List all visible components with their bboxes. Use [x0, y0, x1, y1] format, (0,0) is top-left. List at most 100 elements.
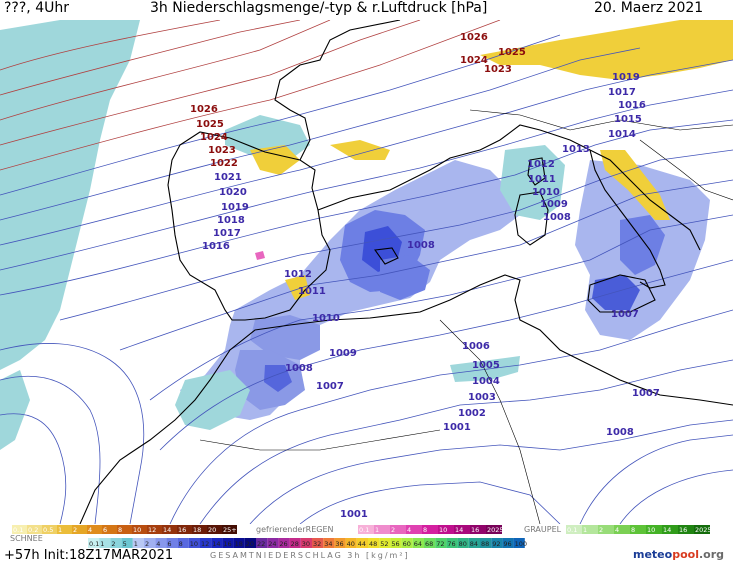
legend-swatch	[102, 525, 117, 534]
legend-value: 36	[335, 540, 343, 548]
legend-value: 26	[279, 540, 287, 548]
snow-area-pyrenees	[250, 145, 300, 175]
pressure-label: 1011	[298, 286, 326, 297]
legend-swatch	[646, 525, 662, 534]
legend-value: 8	[423, 526, 427, 534]
legend-value: 2	[73, 526, 77, 534]
pressure-label: 1013	[562, 144, 590, 155]
legend-value: 22	[257, 540, 265, 548]
legend-swatch	[435, 538, 447, 548]
precip-area-atlantic-2	[0, 370, 30, 450]
legend-swatch	[390, 538, 402, 548]
legend-value: 8	[179, 540, 183, 548]
pressure-label: 1019	[612, 72, 640, 83]
legend-swatch	[188, 538, 200, 548]
legend-value: 2025+	[487, 526, 509, 534]
legend-swatch	[211, 538, 223, 548]
coast-north-africa	[79, 274, 733, 524]
pressure-label: 1004	[472, 376, 500, 387]
legend-value: 24	[268, 540, 276, 548]
pressure-label: 1015	[614, 114, 642, 125]
pressure-label: 1017	[608, 87, 636, 98]
legend-swatch	[480, 538, 492, 548]
isobar-line	[0, 20, 421, 146]
legend-value: 5	[123, 540, 127, 548]
legend-value: 2	[145, 540, 149, 548]
isobar-line	[169, 309, 733, 524]
pressure-labels: 1026102510241023102210211020101910181017…	[190, 32, 660, 520]
legend-value: 4	[88, 526, 92, 534]
legend-value: 8	[631, 526, 635, 534]
legend-swatch	[99, 538, 111, 548]
pressure-label: 1001	[340, 509, 368, 520]
precip-area-atlas	[175, 370, 250, 430]
legend-value: 10	[190, 540, 198, 548]
legend-value: 2	[599, 526, 603, 534]
pressure-label: 1006	[462, 341, 490, 352]
isobar-line	[0, 34, 561, 196]
pressure-label: 1007	[632, 388, 660, 399]
pressure-label: 1018	[217, 215, 245, 226]
legend-value: 6	[103, 526, 107, 534]
pressure-label: 1024	[200, 132, 228, 143]
legend-value: 12	[148, 526, 156, 534]
legend-value: 10	[647, 526, 655, 534]
legend-swatch	[192, 525, 207, 534]
legend-value: 20	[246, 540, 254, 548]
legend-swatch	[491, 538, 503, 548]
legend-value: 80	[459, 540, 467, 548]
border-line	[439, 319, 541, 524]
coastline-layer	[79, 20, 733, 524]
legend-value: 1	[583, 526, 587, 534]
pressure-label: 1010	[312, 313, 340, 324]
valid-date: 20. Maerz 2021	[594, 0, 704, 16]
legend-swatch	[406, 525, 422, 534]
legend-swatch	[345, 538, 357, 548]
legend-swatch	[662, 525, 678, 534]
legend-value: 18	[193, 526, 201, 534]
coast-france-south	[317, 124, 701, 251]
legend-value: 20	[208, 526, 216, 534]
legend-value: 60	[403, 540, 411, 548]
legend-swatch	[368, 538, 380, 548]
pressure-label: 1001	[443, 422, 471, 433]
isobar-line	[0, 20, 301, 96]
coast-corsica	[527, 157, 546, 186]
isobar-line	[299, 481, 561, 524]
legend-swatch	[438, 525, 454, 534]
legend-value: 88	[481, 540, 489, 548]
pressure-label: 1014	[608, 129, 636, 140]
legend-value: 6	[167, 540, 171, 548]
legend-swatch	[356, 538, 368, 548]
pressure-label: 1012	[284, 269, 312, 280]
legend-value: 30	[302, 540, 310, 548]
pressure-label: 1005	[472, 360, 500, 371]
isobar-line	[0, 89, 733, 271]
legend-value: 92	[492, 540, 500, 548]
forecast-init: +57h Init:18Z17MAR2021	[4, 548, 174, 563]
legend-value: 34	[324, 540, 332, 548]
isobar-line	[0, 20, 221, 71]
legend-swatch	[132, 538, 144, 548]
legend-swatch	[177, 538, 189, 548]
pressure-label: 1009	[329, 348, 357, 359]
legend-value: 1	[134, 540, 138, 548]
isobar-line	[159, 259, 733, 451]
legend-swatch	[233, 538, 245, 548]
border-line	[199, 429, 441, 451]
legend-value: 16	[223, 540, 231, 548]
legend-value: 0.1	[89, 540, 99, 548]
legend-value: 8	[118, 526, 122, 534]
pressure-label: 1026	[460, 32, 488, 43]
legend-swatch	[312, 538, 324, 548]
meteopool-logo[interactable]: meteopool.org	[633, 548, 724, 561]
legend-value: 0.1	[359, 526, 369, 534]
isobar-line	[199, 359, 733, 524]
legend-swatch	[88, 538, 100, 548]
legend-value: 10	[133, 526, 141, 534]
pressure-label: 1023	[208, 145, 236, 156]
pressure-label: 1008	[285, 363, 313, 374]
snow-area-sierra	[285, 275, 310, 300]
pressure-label: 1020	[219, 187, 247, 198]
pressure-label: 1017	[213, 228, 241, 239]
